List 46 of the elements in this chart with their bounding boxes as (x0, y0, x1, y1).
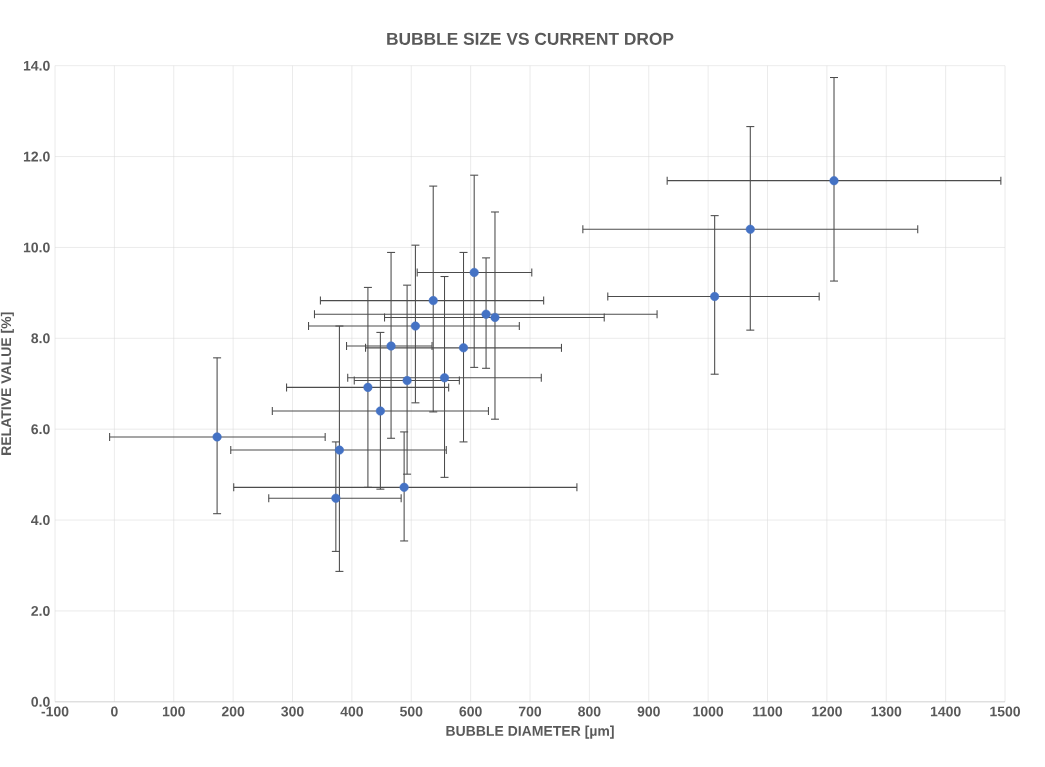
x-tick-label: 900 (637, 706, 660, 717)
x-tick-label: 1100 (753, 706, 783, 717)
x-tick-label: 1200 (812, 706, 842, 717)
x-tick-label: 1000 (693, 706, 724, 717)
point (458, 343, 469, 353)
point (212, 432, 222, 442)
point (363, 382, 373, 392)
point (710, 291, 720, 302)
x-tick-label: 0 (111, 706, 118, 717)
x-tick-label: 1300 (871, 706, 902, 717)
y-tick-label: 10.0 (23, 242, 50, 253)
y-tick-label: 12.0 (23, 151, 50, 162)
x-tick-label: 1400 (930, 706, 961, 717)
point (490, 312, 500, 322)
point (375, 406, 385, 416)
point (402, 376, 412, 386)
x-tick-label: 1500 (990, 706, 1021, 717)
y-tick-label: 8.0 (31, 333, 50, 344)
x-axis-title: BUBBLE DIAMETER [µm] (446, 725, 614, 739)
x-tick-label: 100 (162, 706, 185, 717)
point (386, 341, 396, 351)
point (439, 373, 450, 383)
y-tick-label: 6.0 (31, 424, 50, 435)
point (334, 445, 344, 455)
x-tick-label: 800 (578, 706, 601, 717)
chart-title: BUBBLE SIZE VS CURRENT DROP (387, 32, 674, 45)
point (331, 493, 341, 503)
point (428, 296, 438, 306)
point (399, 482, 409, 492)
y-tick-label: 14.0 (23, 60, 50, 71)
point (745, 224, 755, 234)
point (410, 321, 420, 331)
x-tick-label: 300 (281, 706, 304, 717)
y-axis-title: RELATIVE VALUE [%] (0, 312, 14, 455)
point (469, 267, 479, 277)
x-tick-label: 200 (221, 706, 245, 717)
x-tick-label: 400 (340, 706, 363, 717)
y-tick-label: 0.0 (31, 696, 50, 707)
point (829, 176, 839, 186)
x-tick-label: -100 (41, 706, 69, 717)
y-tick-label: 2.0 (31, 605, 50, 616)
x-tick-label: 600 (459, 706, 482, 717)
x-tick-label: 500 (400, 706, 423, 717)
y-tick-label: 4.0 (31, 515, 50, 526)
point (481, 309, 491, 319)
x-tick-label: 700 (518, 706, 542, 717)
